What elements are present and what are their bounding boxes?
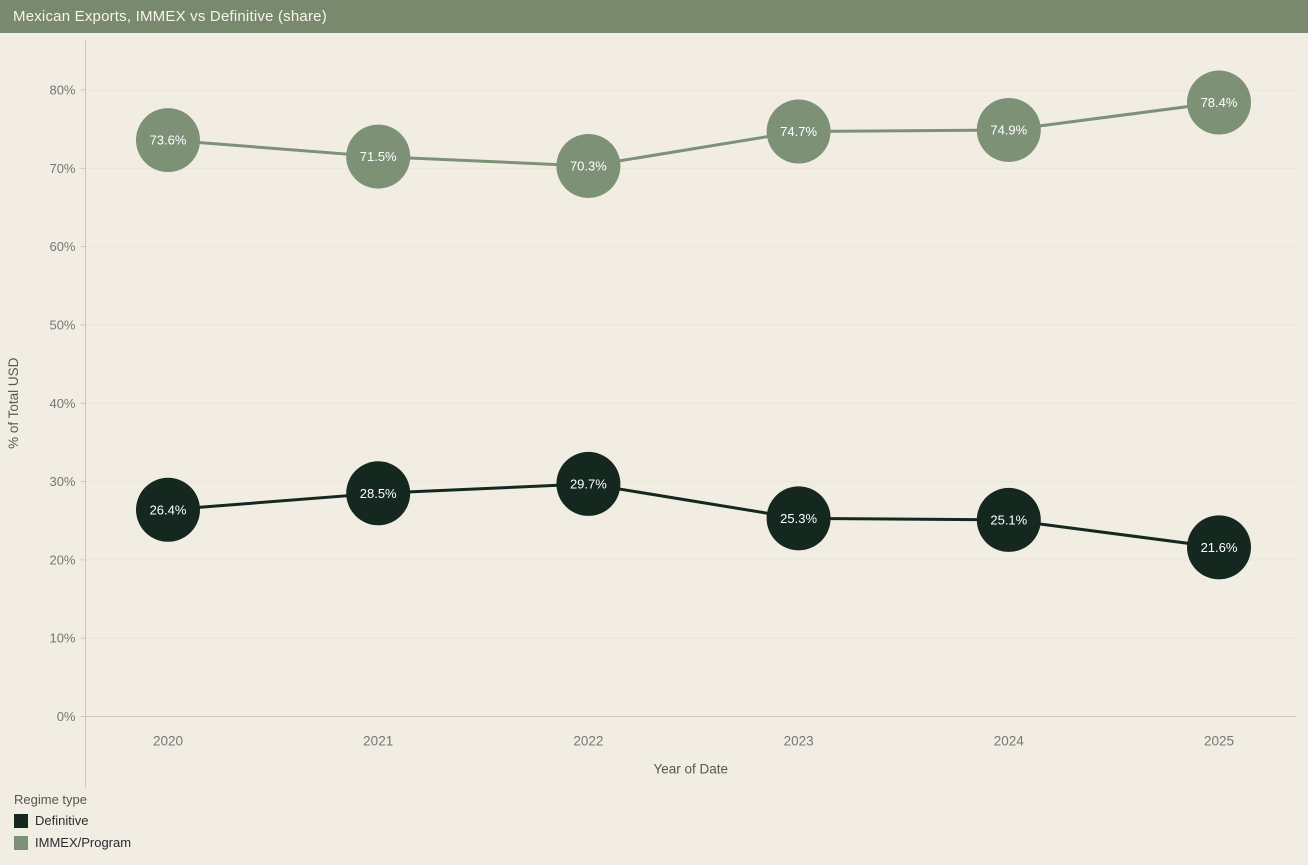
x-axis-title: Year of Date xyxy=(653,762,728,777)
y-tick-label: 80% xyxy=(49,83,75,98)
data-point-marker-definitive-2024[interactable] xyxy=(976,487,1041,552)
data-point-marker-immex-program-2021[interactable] xyxy=(346,124,411,189)
data-point-label: 78.4% xyxy=(1201,95,1238,110)
data-point-marker-immex-program-2022[interactable] xyxy=(556,133,621,198)
data-point-label: 74.7% xyxy=(780,124,817,139)
data-point-label: 26.4% xyxy=(150,502,187,517)
data-point-label: 70.3% xyxy=(570,158,607,173)
data-point-label: 74.9% xyxy=(990,122,1027,137)
legend-swatch-immex xyxy=(14,835,28,850)
y-tick-label: 70% xyxy=(49,161,75,176)
data-point-marker-definitive-2020[interactable] xyxy=(136,477,200,542)
y-tick-label: 40% xyxy=(49,396,75,411)
data-point-marker-definitive-2025[interactable] xyxy=(1187,515,1251,580)
legend-item-immex[interactable]: IMMEX/Program xyxy=(14,835,1308,850)
legend-label-immex: IMMEX/Program xyxy=(35,835,132,850)
data-point-marker-immex-program-2020[interactable] xyxy=(136,108,200,173)
x-tick-label: 2023 xyxy=(784,734,814,749)
chart-area: 0% 10% 20% 30% 40% 50% 60% 70% 80% 2020 2021 2022 20… xyxy=(0,33,1308,790)
chart-title: Mexican Exports, IMMEX vs Definitive (sh… xyxy=(13,8,327,25)
data-point-marker-definitive-2023[interactable] xyxy=(766,486,831,551)
data-point-label: 71.5% xyxy=(360,149,397,164)
data-point-marker-definitive-2021[interactable] xyxy=(346,461,411,526)
line-chart: 0% 10% 20% 30% 40% 50% 60% 70% 80% 2020 2021 2022 20… xyxy=(6,40,1296,788)
x-tick-label: 2020 xyxy=(153,734,183,749)
legend: Regime type Definitive IMMEX/Program xyxy=(0,790,1308,850)
y-axis-title: % of Total USD xyxy=(6,357,21,449)
y-tick-label: 10% xyxy=(49,631,75,646)
x-tick-label: 2024 xyxy=(994,734,1025,749)
data-point-label: 25.1% xyxy=(990,512,1027,527)
data-point-marker-immex-program-2023[interactable] xyxy=(766,99,831,164)
legend-item-definitive[interactable]: Definitive xyxy=(14,813,1308,828)
data-point-marker-definitive-2022[interactable] xyxy=(556,451,621,516)
x-tick-label: 2025 xyxy=(1204,734,1234,749)
series-line-immex-program xyxy=(166,101,1221,168)
y-tick-label: 30% xyxy=(49,474,75,489)
data-point-label: 73.6% xyxy=(150,133,187,148)
data-point-marker-immex-program-2025[interactable] xyxy=(1187,70,1251,135)
y-tick-label: 0% xyxy=(57,709,76,724)
legend-label-definitive: Definitive xyxy=(35,813,89,828)
data-point-label: 25.3% xyxy=(780,511,817,526)
data-point-label: 29.7% xyxy=(570,476,607,491)
x-tick-label: 2022 xyxy=(573,734,603,749)
chart-title-bar: Mexican Exports, IMMEX vs Definitive (sh… xyxy=(0,0,1308,33)
y-tick-label: 20% xyxy=(49,552,75,567)
y-tick-label: 60% xyxy=(49,239,75,254)
data-point-marker-immex-program-2024[interactable] xyxy=(976,97,1041,162)
series-line-definitive xyxy=(166,482,1221,549)
x-tick-label: 2021 xyxy=(363,734,393,749)
legend-swatch-definitive xyxy=(14,813,28,828)
data-point-label: 21.6% xyxy=(1201,540,1238,555)
data-point-label: 28.5% xyxy=(360,486,397,501)
legend-title: Regime type xyxy=(14,792,87,807)
y-tick-label: 50% xyxy=(49,317,75,332)
